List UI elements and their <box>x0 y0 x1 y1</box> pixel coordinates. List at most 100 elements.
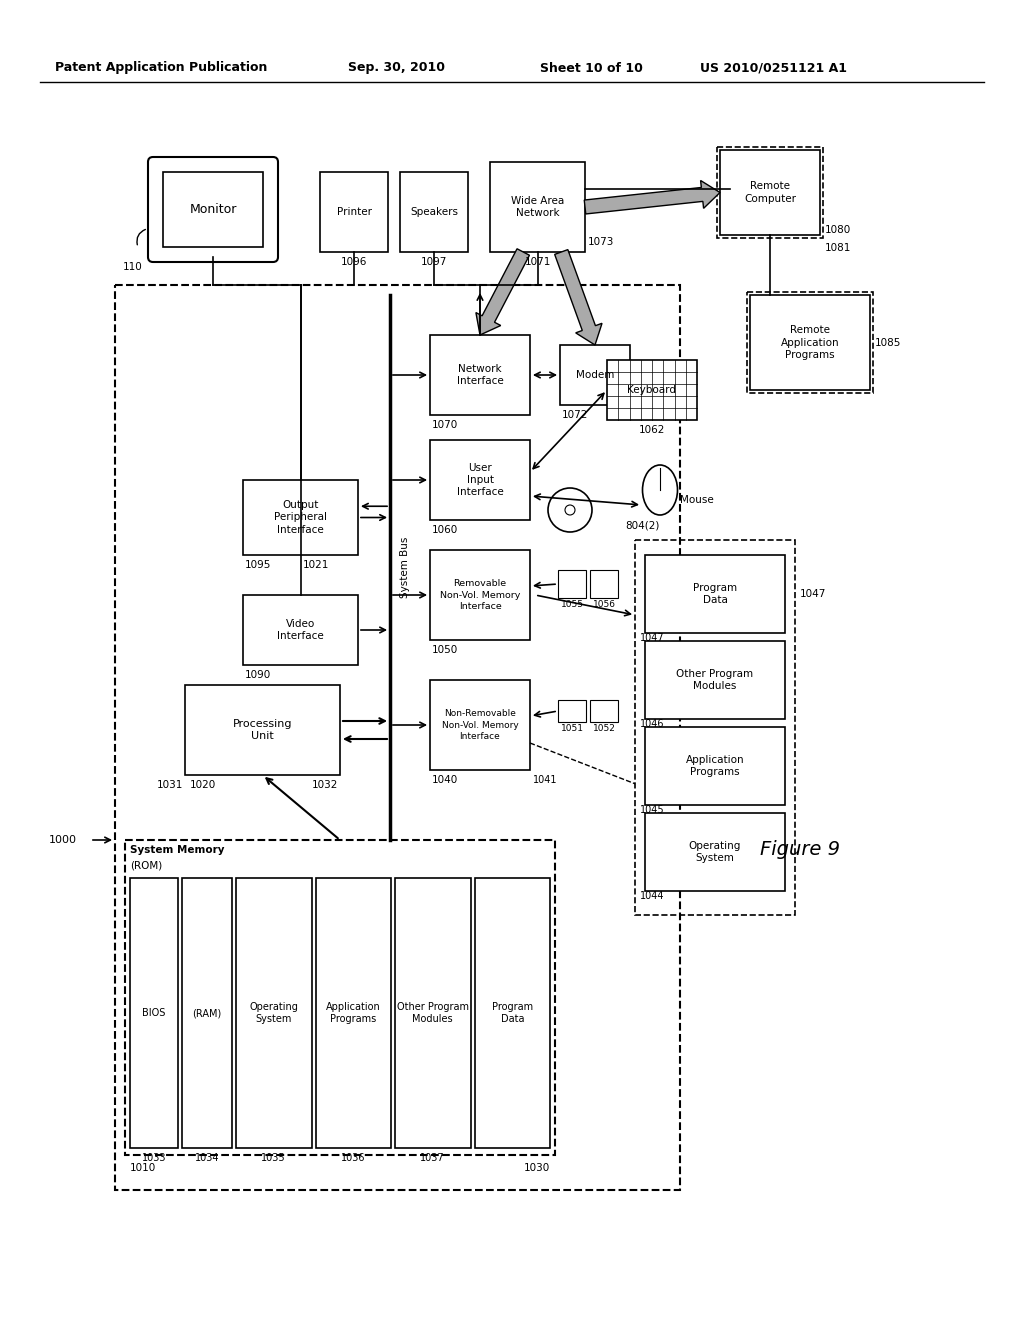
Bar <box>430 335 530 414</box>
Bar <box>645 727 785 805</box>
Text: Operating
System: Operating System <box>689 841 741 863</box>
Bar <box>182 878 232 1148</box>
Bar <box>130 878 178 1148</box>
Text: Figure 9: Figure 9 <box>760 840 840 859</box>
Bar <box>645 642 785 719</box>
Text: 1050: 1050 <box>432 645 459 655</box>
Bar <box>645 813 785 891</box>
Bar <box>717 147 823 238</box>
Bar <box>590 570 618 598</box>
Bar <box>430 680 530 770</box>
Text: 1047: 1047 <box>640 634 665 643</box>
Bar <box>560 345 630 405</box>
Bar <box>400 172 468 252</box>
Bar <box>746 292 873 393</box>
Text: Modem: Modem <box>575 370 614 380</box>
Text: 1036: 1036 <box>341 1152 366 1163</box>
Bar <box>236 878 311 1148</box>
Text: Mouse: Mouse <box>680 495 714 506</box>
Text: Other Program
Modules: Other Program Modules <box>677 669 754 692</box>
Text: Application
Programs: Application Programs <box>326 1002 381 1024</box>
Polygon shape <box>555 249 602 345</box>
Bar <box>163 172 263 247</box>
Text: Sheet 10 of 10: Sheet 10 of 10 <box>540 62 643 74</box>
Text: Processing
Unit: Processing Unit <box>232 719 292 742</box>
Text: 1051: 1051 <box>560 723 584 733</box>
Ellipse shape <box>642 465 678 515</box>
Text: Removable
Non-Vol. Memory
Interface: Removable Non-Vol. Memory Interface <box>440 579 520 611</box>
Text: Wide Area
Network: Wide Area Network <box>511 195 564 218</box>
Text: Program
Data: Program Data <box>693 583 737 605</box>
Bar <box>430 550 530 640</box>
Text: Keyboard: Keyboard <box>628 385 677 395</box>
Bar <box>243 595 358 665</box>
Text: 1071: 1071 <box>524 257 551 267</box>
Text: Operating
System: Operating System <box>249 1002 298 1024</box>
Polygon shape <box>476 248 529 335</box>
Text: 1097: 1097 <box>421 257 447 267</box>
Text: Sep. 30, 2010: Sep. 30, 2010 <box>348 62 445 74</box>
Bar <box>395 878 470 1148</box>
Text: 1056: 1056 <box>593 601 615 609</box>
Text: 1081: 1081 <box>825 243 851 253</box>
Text: 1095: 1095 <box>245 560 271 570</box>
Text: 1046: 1046 <box>640 719 665 729</box>
Text: 1060: 1060 <box>432 525 459 535</box>
Bar <box>590 700 618 722</box>
Text: 804(2): 804(2) <box>625 520 659 531</box>
Text: 1070: 1070 <box>432 420 459 430</box>
Text: Patent Application Publication: Patent Application Publication <box>55 62 267 74</box>
Text: 1037: 1037 <box>421 1152 445 1163</box>
Text: 1044: 1044 <box>640 891 665 902</box>
Text: 1034: 1034 <box>195 1152 219 1163</box>
Text: 1021: 1021 <box>302 560 329 570</box>
Bar <box>750 294 870 389</box>
Text: 1045: 1045 <box>640 805 665 814</box>
Text: Monitor: Monitor <box>189 203 237 216</box>
Text: 1032: 1032 <box>311 780 338 789</box>
Bar <box>474 878 550 1148</box>
Text: US 2010/0251121 A1: US 2010/0251121 A1 <box>700 62 847 74</box>
Text: 1055: 1055 <box>560 601 584 609</box>
Text: 1000: 1000 <box>49 836 77 845</box>
Text: 1052: 1052 <box>593 723 615 733</box>
Bar <box>243 480 358 554</box>
Bar <box>558 700 586 722</box>
Text: 1080: 1080 <box>825 224 851 235</box>
Text: 110: 110 <box>123 261 143 272</box>
Bar <box>635 540 795 915</box>
Text: 1040: 1040 <box>432 775 459 785</box>
Bar <box>490 162 585 252</box>
Bar <box>720 150 820 235</box>
Bar <box>607 360 697 420</box>
Bar <box>558 570 586 598</box>
Bar <box>645 554 785 634</box>
Text: (ROM): (ROM) <box>130 861 162 870</box>
Text: BIOS: BIOS <box>142 1008 166 1018</box>
Text: 1041: 1041 <box>534 775 557 785</box>
Text: 1033: 1033 <box>141 1152 166 1163</box>
Text: Program
Data: Program Data <box>492 1002 532 1024</box>
Text: 1010: 1010 <box>130 1163 157 1173</box>
Bar <box>125 840 555 1155</box>
Text: Printer: Printer <box>337 207 372 216</box>
Text: Speakers: Speakers <box>410 207 458 216</box>
Text: 1062: 1062 <box>639 425 666 436</box>
Text: 1090: 1090 <box>245 671 271 680</box>
Text: 1030: 1030 <box>523 1163 550 1173</box>
Text: Non-Removable
Non-Vol. Memory
Interface: Non-Removable Non-Vol. Memory Interface <box>441 709 518 741</box>
Text: (RAM): (RAM) <box>193 1008 221 1018</box>
Bar <box>315 878 391 1148</box>
Text: Other Program
Modules: Other Program Modules <box>396 1002 469 1024</box>
Text: Application
Programs: Application Programs <box>686 755 744 777</box>
Text: Remote
Application
Programs: Remote Application Programs <box>780 325 840 360</box>
Text: 1020: 1020 <box>190 780 216 789</box>
Text: System Memory: System Memory <box>130 845 224 855</box>
Text: 1047: 1047 <box>800 589 826 599</box>
Text: User
Input
Interface: User Input Interface <box>457 462 504 498</box>
Text: 1035: 1035 <box>261 1152 286 1163</box>
Text: 1085: 1085 <box>874 338 901 347</box>
Text: Network
Interface: Network Interface <box>457 364 504 387</box>
Polygon shape <box>585 181 720 214</box>
Text: 1031: 1031 <box>157 780 183 789</box>
